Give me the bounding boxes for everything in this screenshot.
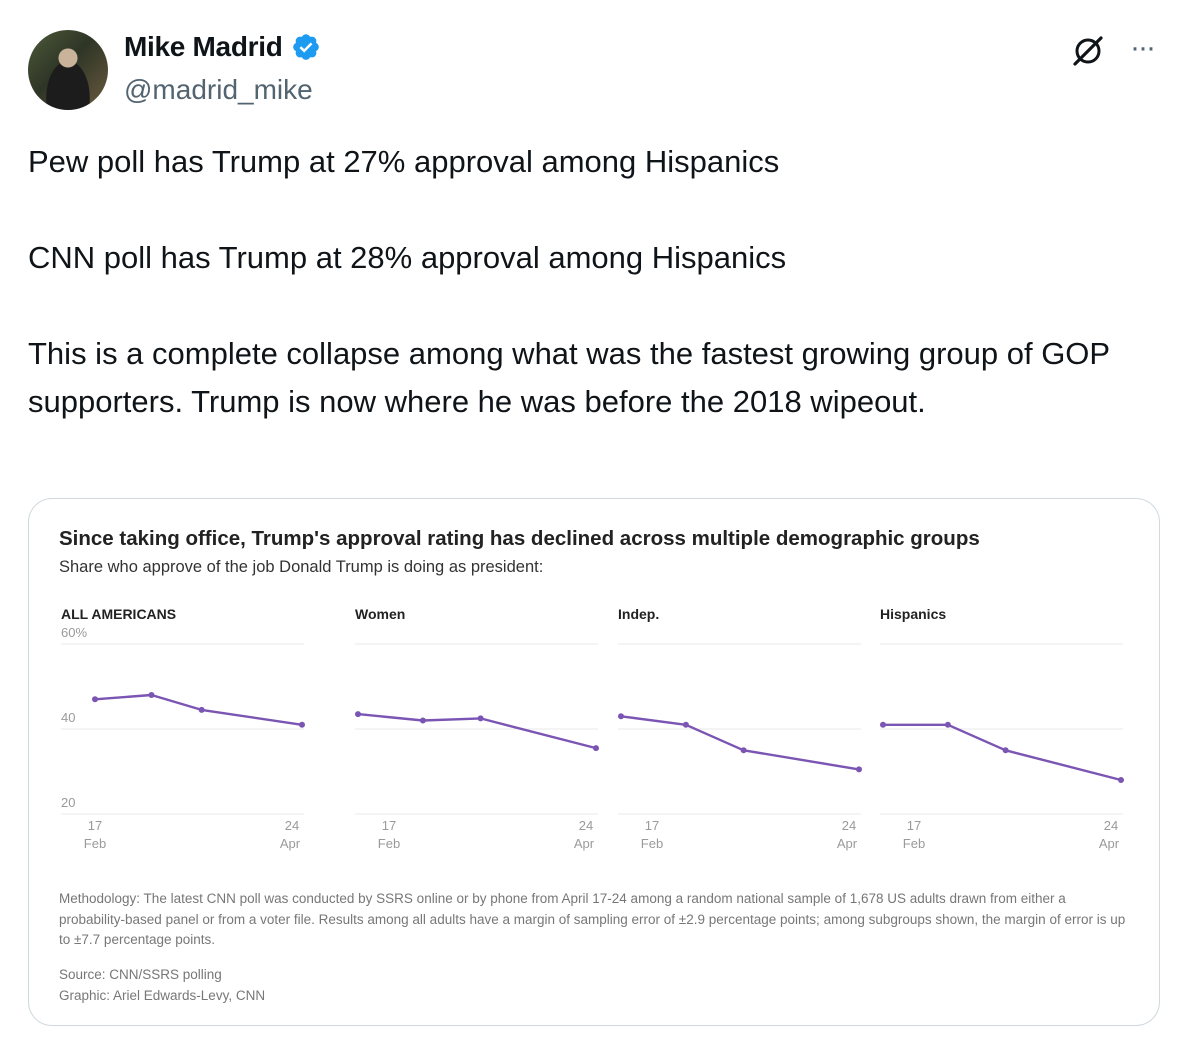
avatar[interactable] [28, 30, 108, 110]
x-tick-label: Apr [837, 836, 858, 851]
panel-title: Women [355, 606, 405, 622]
data-point [92, 696, 98, 703]
more-options-icon[interactable]: ··· [1130, 31, 1156, 64]
tweet-paragraph: Pew poll has Trump at 27% approval among… [28, 144, 780, 179]
x-tick-label: Feb [903, 836, 925, 851]
x-tick-label: Apr [1099, 836, 1120, 851]
data-point [1118, 777, 1124, 783]
author-handle[interactable]: @madrid_mike [124, 74, 313, 105]
series-line [620, 715, 860, 771]
data-point [477, 715, 484, 722]
chart-title: Since taking office, Trump's approval ra… [59, 527, 980, 550]
data-point [299, 721, 305, 728]
tweet-paragraph: This is a complete collapse among what w… [28, 336, 1110, 419]
y-tick-label: 20 [61, 795, 75, 810]
data-point [419, 717, 426, 724]
y-tick-label: 40 [61, 710, 75, 725]
data-point [740, 747, 747, 754]
x-tick-label: 24 [285, 818, 299, 833]
panel-title: ALL AMERICANS [61, 606, 176, 622]
data-point [148, 692, 155, 698]
data-point [1002, 747, 1009, 754]
y-tick-label: 60% [61, 625, 87, 640]
series-line [94, 693, 303, 726]
credit-text: Graphic: Ariel Edwards-Levy, CNN [59, 987, 266, 1003]
data-point [944, 721, 951, 728]
panel-title: Indep. [618, 606, 659, 622]
data-point [198, 706, 205, 713]
methodology-note: Methodology: The latest CNN poll was con… [59, 891, 1126, 947]
display-name-text: Mike Madrid [124, 31, 283, 62]
x-tick-label: 17 [382, 818, 396, 833]
data-point [682, 721, 689, 728]
grok-icon[interactable] [1069, 32, 1107, 70]
x-tick-label: 24 [1104, 818, 1118, 833]
x-tick-label: 17 [907, 818, 921, 833]
data-point [856, 766, 862, 773]
data-point [593, 745, 599, 752]
small-multiples-chart: ALL AMERICANS 60% 40 20 17 Feb 24 Apr Women 17 Feb… [61, 606, 1124, 851]
tweet-text: Pew poll has Trump at 27% approval among… [28, 138, 1148, 426]
source-text: Source: CNN/SSRS polling [59, 967, 222, 982]
x-tick-label: 17 [88, 818, 102, 833]
x-tick-label: Apr [280, 836, 301, 851]
panel-title: Hispanics [880, 606, 946, 622]
x-tick-label: Apr [574, 836, 595, 851]
data-point [880, 721, 886, 728]
source-note: Source: CNN/SSRS polling Graphic: Ariel … [59, 965, 265, 1006]
x-tick-label: Feb [84, 836, 106, 851]
data-point [618, 713, 624, 720]
chart-subtitle: Share who approve of the job Donald Trum… [59, 558, 544, 576]
x-tick-label: Feb [378, 836, 400, 851]
series-line [883, 723, 1122, 782]
x-tick-label: 24 [579, 818, 593, 833]
x-tick-label: 24 [842, 818, 856, 833]
verified-badge-icon [292, 34, 319, 60]
x-tick-label: 17 [645, 818, 659, 833]
author-display-name[interactable]: Mike Madrid [124, 31, 321, 63]
x-tick-label: Feb [641, 836, 663, 851]
data-point [355, 711, 361, 718]
series-line [357, 712, 597, 750]
media-card[interactable]: Since taking office, Trump's approval ra… [28, 498, 1160, 1026]
tweet-paragraph: CNN poll has Trump at 28% approval among… [28, 240, 787, 275]
